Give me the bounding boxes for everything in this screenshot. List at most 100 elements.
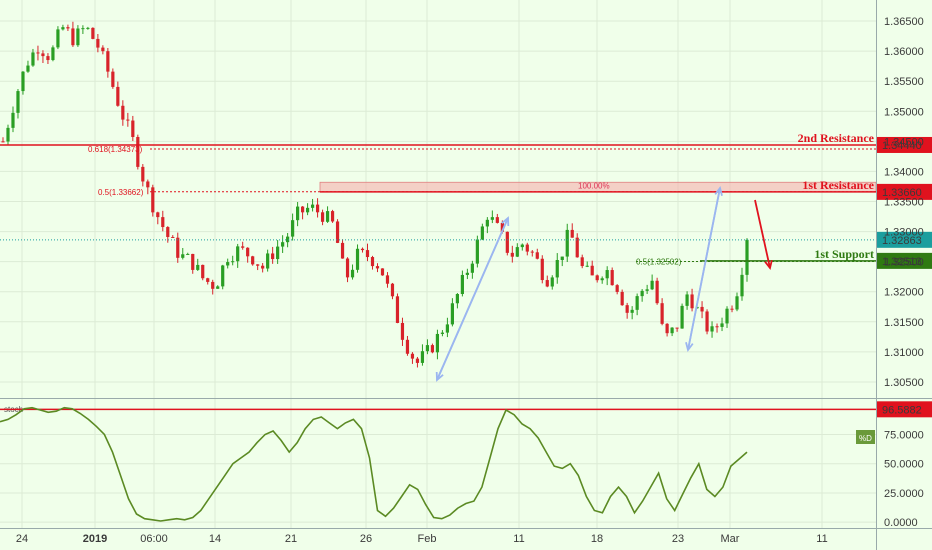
candle-body [111,71,115,87]
candle-body [330,211,335,222]
candle-body [685,294,689,306]
red-arrow-head [764,260,773,271]
stoch-tick-label: 0.0000 [884,517,918,529]
candle-body [530,251,534,253]
candle-body [390,283,395,297]
time-tick-label: 11 [816,533,827,545]
candle-body [320,212,325,222]
candle-body [21,71,25,92]
candle-body [171,236,175,238]
candle-body [615,285,619,292]
candle-body [650,280,654,290]
candle-body [670,327,674,334]
candle-body [705,311,709,332]
candle-body [360,248,365,251]
candle-body [535,252,539,259]
candle-body [580,257,584,267]
candle-body [605,270,609,279]
candle-body [251,256,255,265]
candle-body [635,296,639,310]
candle-body [201,264,205,279]
candle-body [26,65,30,72]
candle-body [425,345,430,352]
stochastic-panel: stoch 96.588275.000050.000025.00000.0000%… [0,401,932,529]
candles [1,21,749,368]
candle-body [345,258,350,278]
candle-body [246,247,250,257]
candle-body [690,294,694,309]
price-tick-label: 1.34000 [884,166,924,178]
candle-body [286,236,290,243]
time-tick-label: 26 [360,533,372,545]
stoch-tick-label: 75.0000 [884,430,924,442]
candle-body [340,242,345,259]
candle-body [126,119,130,121]
candle-body [440,332,445,334]
price-tick-label: 1.35500 [884,76,924,88]
candle-body [305,207,310,213]
blue-arrow [687,187,721,351]
candle-body [226,262,230,266]
candle-body [281,242,285,247]
candle-body [460,274,464,295]
price-tick-label: 1.33000 [884,227,924,239]
candle-body [296,206,300,221]
candle-body [335,221,340,243]
candle-body [590,265,594,276]
price-tick-label: 1.32000 [884,287,924,299]
candle-body [261,265,265,269]
time-tick-label: 23 [672,533,684,545]
candle-body [400,322,405,340]
candle-body [101,47,105,52]
candle-body [46,56,50,61]
level-price-tag [877,136,932,153]
candle-body [660,303,664,324]
candle-body [600,278,604,281]
candle-body [166,227,170,237]
candle-body [455,294,459,304]
grid [0,0,876,528]
candle-body [480,226,484,240]
time-tick-label: 24 [16,533,28,545]
candle-body [465,272,469,275]
fib-label: 0.5(1.32502) [636,258,682,267]
candle-body [161,217,165,228]
candle-body [420,351,425,363]
candle-body [720,323,724,327]
candle-body [665,323,669,334]
level-price-tag [877,252,932,269]
candle-body [620,291,624,306]
candle-body [365,250,370,258]
candle-body [490,217,494,220]
candle-body [405,339,410,354]
stoch-level-tag [877,401,932,418]
candle-body [221,265,225,287]
candle-body [585,265,589,267]
candle-body [645,289,649,291]
time-tick-label: 18 [591,533,603,545]
candle-body [191,253,195,270]
candle-body [206,278,210,282]
candle-body [435,333,440,353]
blue-arrow-head [714,185,723,196]
price-tick-label: 1.31000 [884,347,924,359]
candle-body [151,187,155,213]
candle-body [710,326,714,332]
candle-body [430,345,435,353]
candle-body [146,181,150,188]
candle-body [640,290,644,297]
stoch-badge [856,430,875,444]
candle-body [410,353,415,359]
candle-body [300,206,305,213]
candle-body [56,29,60,48]
level-price-tag [877,183,932,200]
candle-body [495,217,499,223]
candle-body [276,246,280,260]
candle-body [291,220,295,237]
time-tick-label: 21 [285,533,297,545]
candle-body [315,204,320,213]
stoch-series-line [0,406,748,522]
candle-body [355,248,360,270]
